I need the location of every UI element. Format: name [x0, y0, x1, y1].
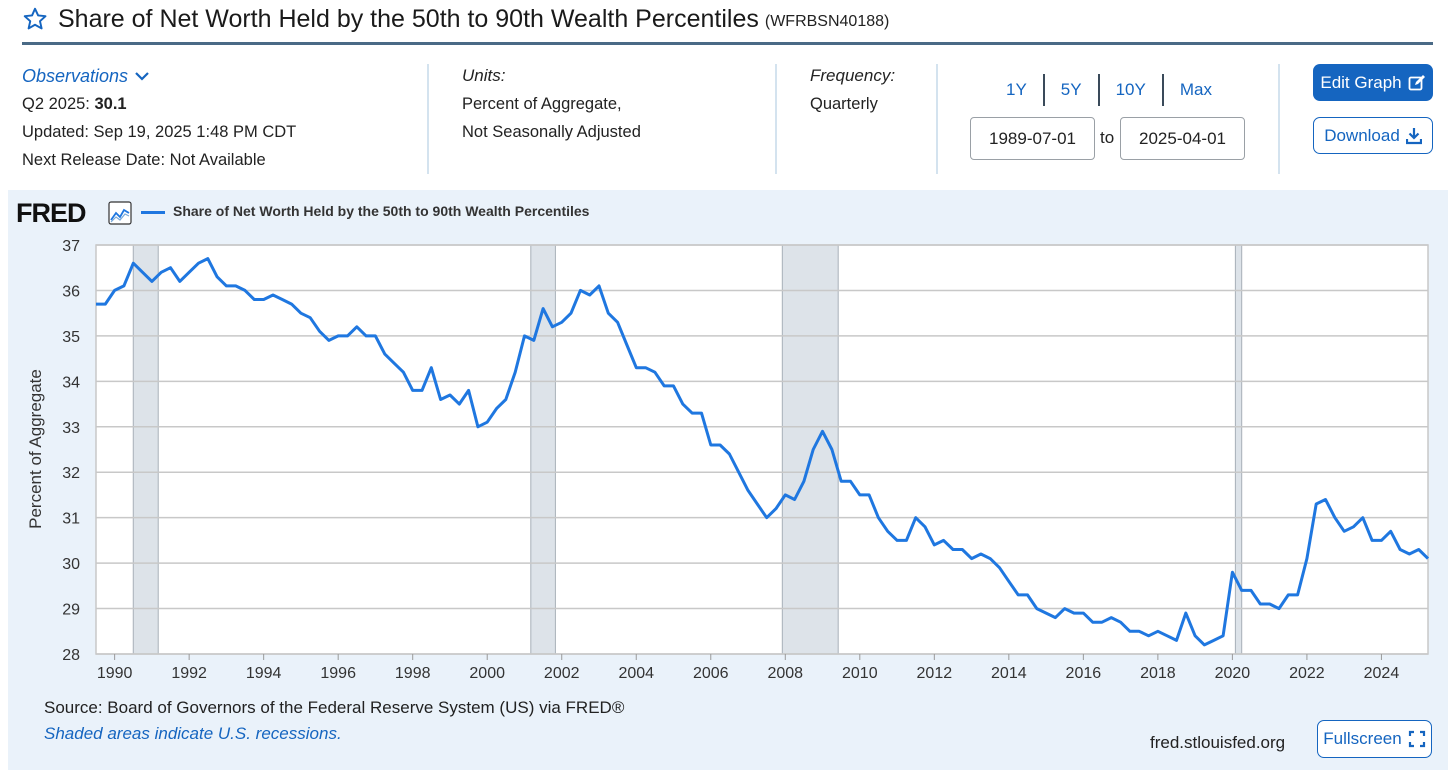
y-tick-label: 35 — [62, 329, 80, 346]
divider — [427, 64, 429, 174]
divider — [936, 64, 938, 174]
x-tick-label: 2004 — [618, 665, 654, 682]
y-tick-label: 30 — [62, 556, 80, 573]
page-title: Share of Net Worth Held by the 50th to 9… — [58, 4, 759, 33]
divider — [1278, 64, 1280, 174]
y-axis-label: Percent of Aggregate — [26, 369, 45, 529]
edit-graph-button[interactable]: Edit Graph — [1313, 64, 1433, 101]
x-tick-label: 2018 — [1140, 665, 1176, 682]
y-tick-label: 33 — [62, 420, 80, 437]
plot-area — [96, 245, 1428, 654]
x-tick-label: 1990 — [97, 665, 133, 682]
download-label: Download — [1324, 125, 1400, 145]
source-text: Source: Board of Governors of the Federa… — [44, 698, 625, 717]
site-url: fred.stlouisfed.org — [1150, 733, 1286, 752]
y-tick-label: 34 — [62, 374, 80, 391]
range-separator — [1042, 74, 1045, 106]
download-button[interactable]: Download — [1313, 117, 1433, 154]
divider — [775, 64, 777, 174]
page-header: Share of Net Worth Held by the 50th to 9… — [22, 4, 889, 34]
y-tick-label: 37 — [62, 238, 80, 255]
x-tick-label: 2010 — [842, 665, 878, 682]
x-tick-label: 2006 — [693, 665, 729, 682]
x-tick-label: 2016 — [1066, 665, 1102, 682]
chevron-down-icon — [135, 72, 149, 81]
series-id: (WFRBSN40188) — [764, 13, 890, 30]
chart-line-icon — [108, 201, 132, 225]
edit-graph-label: Edit Graph — [1320, 72, 1402, 92]
observations-label: Observations — [22, 66, 129, 86]
fred-logo: FRED — [16, 198, 86, 228]
range-5y-button[interactable]: 5Y — [1060, 80, 1082, 99]
date-range-to-label: to — [1100, 128, 1115, 147]
legend-swatch — [141, 211, 165, 214]
updated-text: Updated: Sep 19, 2025 1:48 PM CDT — [22, 123, 297, 141]
x-tick-label: 2008 — [767, 665, 803, 682]
latest-observation-label: Q2 2025: — [22, 95, 90, 113]
x-tick-label: 2020 — [1215, 665, 1251, 682]
star-icon[interactable] — [22, 6, 48, 32]
y-tick-label: 28 — [62, 647, 80, 664]
recession-shading — [132, 244, 159, 655]
y-tick-label: 36 — [62, 283, 80, 300]
start-date-input[interactable]: 1989-07-01 — [970, 117, 1095, 160]
x-tick-label: 1998 — [395, 665, 431, 682]
x-tick-label: 2000 — [469, 665, 505, 682]
range-10y-button[interactable]: 10Y — [1115, 80, 1146, 99]
x-tick-label: 2024 — [1364, 665, 1400, 682]
series-line — [96, 257, 1430, 647]
x-tick-label: 1996 — [320, 665, 356, 682]
range-separator — [1161, 74, 1164, 106]
next-release-text: Next Release Date: Not Available — [22, 151, 266, 169]
y-tick-label: 31 — [62, 511, 80, 528]
x-tick-label: 2014 — [991, 665, 1027, 682]
latest-observation: Q2 2025: 30.1 — [22, 90, 296, 118]
x-tick-label: 1992 — [171, 665, 207, 682]
edit-icon — [1408, 74, 1425, 90]
units-label: Units: — [462, 66, 506, 85]
fullscreen-label: Fullscreen — [1323, 729, 1402, 748]
y-tick-label: 29 — [62, 602, 80, 619]
recession-shading — [1234, 244, 1243, 655]
x-tick-label: 1994 — [246, 665, 282, 682]
units-line-1: Percent of Aggregate, — [462, 95, 622, 113]
y-tick-label: 32 — [62, 465, 80, 482]
download-icon — [1405, 127, 1422, 144]
x-tick-label: 2022 — [1289, 665, 1325, 682]
frequency-block: Frequency: Quarterly — [810, 62, 895, 118]
latest-observation-value: 30.1 — [94, 95, 127, 113]
recession-shading — [781, 244, 839, 655]
observations-block: Observations Q2 2025: 30.1 Updated: Sep … — [22, 62, 296, 174]
observations-dropdown[interactable]: Observations — [22, 62, 296, 90]
units-line-2: Not Seasonally Adjusted — [462, 123, 641, 141]
legend-label: Share of Net Worth Held by the 50th to 9… — [173, 203, 590, 219]
range-separator — [1097, 74, 1100, 106]
range-max-button[interactable]: Max — [1179, 80, 1212, 99]
end-date-input[interactable]: 2025-04-01 — [1120, 117, 1245, 160]
units-block: Units: Percent of Aggregate, Not Seasona… — [462, 62, 641, 146]
recession-shading — [530, 244, 556, 655]
range-selector: 1Y 5Y 10Y Max — [990, 74, 1228, 106]
recession-note[interactable]: Shaded areas indicate U.S. recessions. — [44, 724, 342, 743]
frequency-label: Frequency: — [810, 66, 896, 85]
plot-border — [95, 244, 1429, 655]
range-1y-button[interactable]: 1Y — [1006, 80, 1027, 99]
frequency-value: Quarterly — [810, 95, 878, 113]
fullscreen-button[interactable]: Fullscreen — [1317, 720, 1432, 758]
x-tick-label: 2002 — [544, 665, 580, 682]
header-divider — [22, 42, 1433, 45]
fullscreen-icon — [1408, 730, 1425, 748]
x-tick-label: 2012 — [917, 665, 953, 682]
